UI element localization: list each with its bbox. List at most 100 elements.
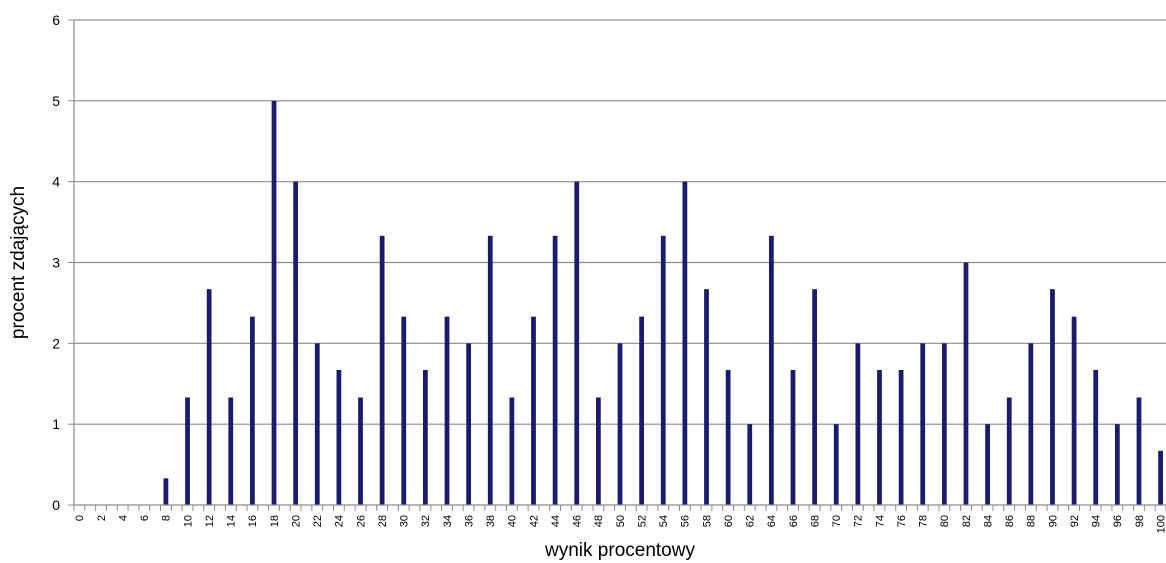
x-tick-label: 16 — [247, 515, 259, 527]
bar — [639, 317, 644, 505]
bar — [942, 343, 947, 505]
bar — [661, 236, 666, 505]
x-tick-label: 26 — [355, 515, 367, 527]
bar — [747, 424, 752, 505]
x-tick-label: 82 — [961, 515, 973, 527]
x-tick-label: 36 — [463, 515, 475, 527]
y-tick-label: 1 — [52, 416, 60, 432]
y-tick-label: 5 — [52, 93, 60, 109]
x-tick-label: 32 — [420, 515, 432, 527]
x-tick-label: 78 — [918, 515, 930, 527]
bar — [1115, 424, 1120, 505]
x-tick-label: 60 — [723, 515, 735, 527]
x-tick-label: 20 — [290, 515, 302, 527]
bar — [164, 478, 169, 505]
bar — [358, 397, 363, 505]
x-tick-label: 30 — [399, 515, 411, 527]
y-tick-labels: 0 1 2 3 4 5 6 — [52, 12, 74, 513]
x-tick-label: 10 — [182, 515, 194, 527]
y-axis-title: procent zdających — [8, 186, 29, 339]
x-tick-label: 62 — [745, 515, 757, 527]
bar — [423, 370, 428, 505]
bar — [1028, 343, 1033, 505]
y-tick-label: 0 — [52, 497, 60, 513]
x-tick-label: 0 — [74, 515, 86, 521]
bar — [510, 397, 515, 505]
x-tick-label: 22 — [312, 515, 324, 527]
bar — [1158, 451, 1163, 505]
x-tick-label: 94 — [1091, 515, 1103, 527]
x-tick-label: 44 — [550, 515, 562, 527]
bar — [704, 289, 709, 505]
y-tick-label: 3 — [52, 255, 60, 271]
bar — [682, 182, 687, 505]
x-tick-label: 86 — [1004, 515, 1016, 527]
bar — [380, 236, 385, 505]
bar — [1007, 397, 1012, 505]
x-tick-label: 18 — [269, 515, 281, 527]
x-tick-label: 38 — [485, 515, 497, 527]
bar — [553, 236, 558, 505]
x-tick-label: 76 — [896, 515, 908, 527]
x-tick-label: 64 — [766, 515, 778, 527]
bar — [228, 397, 233, 505]
x-tick-label: 68 — [809, 515, 821, 527]
x-tick-label: 92 — [1069, 515, 1081, 527]
x-tick-labels: 0 2 4 6 8 10 12 14 16 18 20 22 24 26 28 30 32 34 36 38 40 42 4… — [74, 515, 1166, 533]
x-tick-label: 14 — [226, 515, 238, 527]
bar — [1050, 289, 1055, 505]
bar — [401, 317, 406, 505]
bar — [920, 343, 925, 505]
x-tick-label: 34 — [442, 515, 454, 527]
x-tick-label: 98 — [1134, 515, 1146, 527]
bar — [855, 343, 860, 505]
bar — [726, 370, 731, 505]
x-tick-label: 48 — [593, 515, 605, 527]
bar — [315, 343, 320, 505]
y-tick-label: 4 — [52, 174, 60, 190]
x-tick-label: 28 — [377, 515, 389, 527]
bar — [272, 101, 277, 505]
y-tick-label: 6 — [52, 12, 60, 28]
bar — [834, 424, 839, 505]
bar — [293, 182, 298, 505]
x-tick-label: 54 — [658, 515, 670, 527]
x-tick-label: 80 — [939, 515, 951, 527]
bar — [791, 370, 796, 505]
bar — [596, 397, 601, 505]
bar — [185, 397, 190, 505]
bar — [1093, 370, 1098, 505]
bar — [769, 236, 774, 505]
bar — [618, 343, 623, 505]
x-tick-label: 4 — [118, 515, 130, 521]
bar — [488, 236, 493, 505]
y-tick-label: 2 — [52, 335, 60, 351]
bar — [1137, 397, 1142, 505]
bar — [250, 317, 255, 505]
x-tick-label: 66 — [788, 515, 800, 527]
x-tick-label: 12 — [204, 515, 216, 527]
x-tick-label: 2 — [96, 515, 108, 521]
bar — [964, 263, 969, 506]
x-tick-label: 40 — [507, 515, 519, 527]
x-tick-label: 46 — [572, 515, 584, 527]
x-tick-label: 52 — [636, 515, 648, 527]
x-tick-label: 70 — [831, 515, 843, 527]
x-tick-label: 74 — [874, 515, 886, 527]
x-tick-label: 56 — [680, 515, 692, 527]
x-tick-label: 8 — [161, 515, 173, 521]
x-tick-label: 6 — [139, 515, 151, 521]
x-tick-label: 42 — [528, 515, 540, 527]
bar — [574, 182, 579, 505]
x-tick-label: 72 — [853, 515, 865, 527]
bar — [466, 343, 471, 505]
x-tick-label: 96 — [1112, 515, 1124, 527]
x-tick-label: 88 — [1026, 515, 1038, 527]
bar — [337, 370, 342, 505]
bars — [164, 101, 1163, 505]
x-tick-label: 90 — [1047, 515, 1059, 527]
x-tick-label: 24 — [334, 515, 346, 527]
bar — [899, 370, 904, 505]
bar — [445, 317, 450, 505]
